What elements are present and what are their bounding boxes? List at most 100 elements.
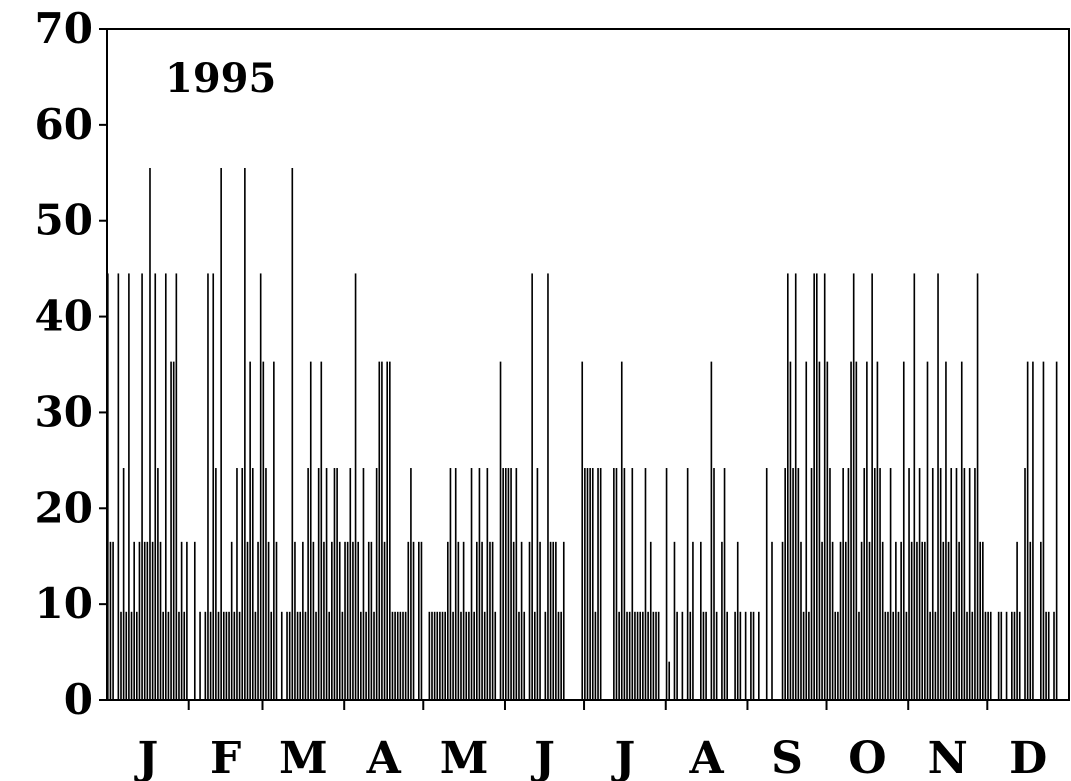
bar [433,611,436,700]
bar [997,611,1000,700]
bar [942,541,945,700]
bar [626,611,628,700]
bar [246,541,249,700]
bar [483,611,486,700]
bar [251,468,254,700]
month-label: A [689,733,725,781]
bar [552,541,555,700]
bar [344,541,346,700]
bar [533,611,536,700]
bar [494,611,497,700]
bar [953,611,955,700]
bar [109,541,112,700]
bar [628,611,631,700]
bar [122,468,125,700]
bar [947,541,950,700]
month-label: F [210,733,241,781]
bar [615,468,618,700]
bar [982,541,984,700]
bar [383,541,386,700]
bar [945,361,947,700]
bar [808,611,810,700]
bar [868,541,871,700]
bar [1026,361,1029,700]
bar [439,611,441,700]
bar [1018,611,1021,700]
bar [1011,611,1013,700]
bar [373,611,375,700]
bar [510,468,512,700]
bar [771,541,773,700]
bar [230,541,233,700]
bar [128,273,130,700]
y-tick-label: 0 [64,675,93,724]
bar [470,468,473,700]
bar [262,361,265,700]
bar [792,468,794,700]
bar [736,541,739,700]
bar [159,541,162,700]
bar [913,273,916,700]
month-label: J [610,733,635,781]
bar [597,468,599,700]
bar [518,611,520,700]
bar [1000,611,1003,700]
bar [267,541,270,700]
bar [133,541,135,700]
bar [750,611,752,700]
bar [420,541,423,700]
bar [391,611,394,700]
bar [254,611,257,700]
bar [797,468,800,700]
bar [863,468,866,700]
bar [1005,611,1008,700]
y-tick-label: 10 [35,579,93,628]
bar [215,468,217,700]
bar [402,611,404,700]
month-label: O [848,733,886,781]
bar [971,611,974,700]
bar [639,611,642,700]
y-axis: 0 10 20 30 40 50 60 70 [35,4,107,724]
bar [739,611,742,700]
bar [273,361,275,700]
bar [531,273,533,700]
bar [341,611,344,700]
bar [910,541,913,700]
bar [815,273,818,700]
bar [457,541,460,700]
bar [710,361,713,700]
bar [939,468,942,700]
bar [394,611,396,700]
bar [370,541,373,700]
bar [333,468,336,700]
bar [560,611,562,700]
bar [876,361,879,700]
bar [657,611,660,700]
bar [681,611,684,700]
bar [844,541,847,700]
bar [591,468,594,700]
bar [786,273,789,700]
bar [436,611,439,700]
bar [700,541,702,700]
bar [468,611,470,700]
bar [931,468,934,700]
bar [842,468,844,700]
month-label: J [530,733,555,781]
bar [813,273,815,700]
bar [547,273,549,700]
bar [826,361,829,700]
bar [539,541,541,700]
bar [486,468,489,700]
bar [918,468,921,700]
bar [823,273,826,700]
bar [686,468,689,700]
bar [151,541,154,700]
bar [1032,361,1034,700]
bar [502,468,504,700]
month-label: D [1009,733,1047,781]
bar [396,611,399,700]
bar [805,361,808,700]
